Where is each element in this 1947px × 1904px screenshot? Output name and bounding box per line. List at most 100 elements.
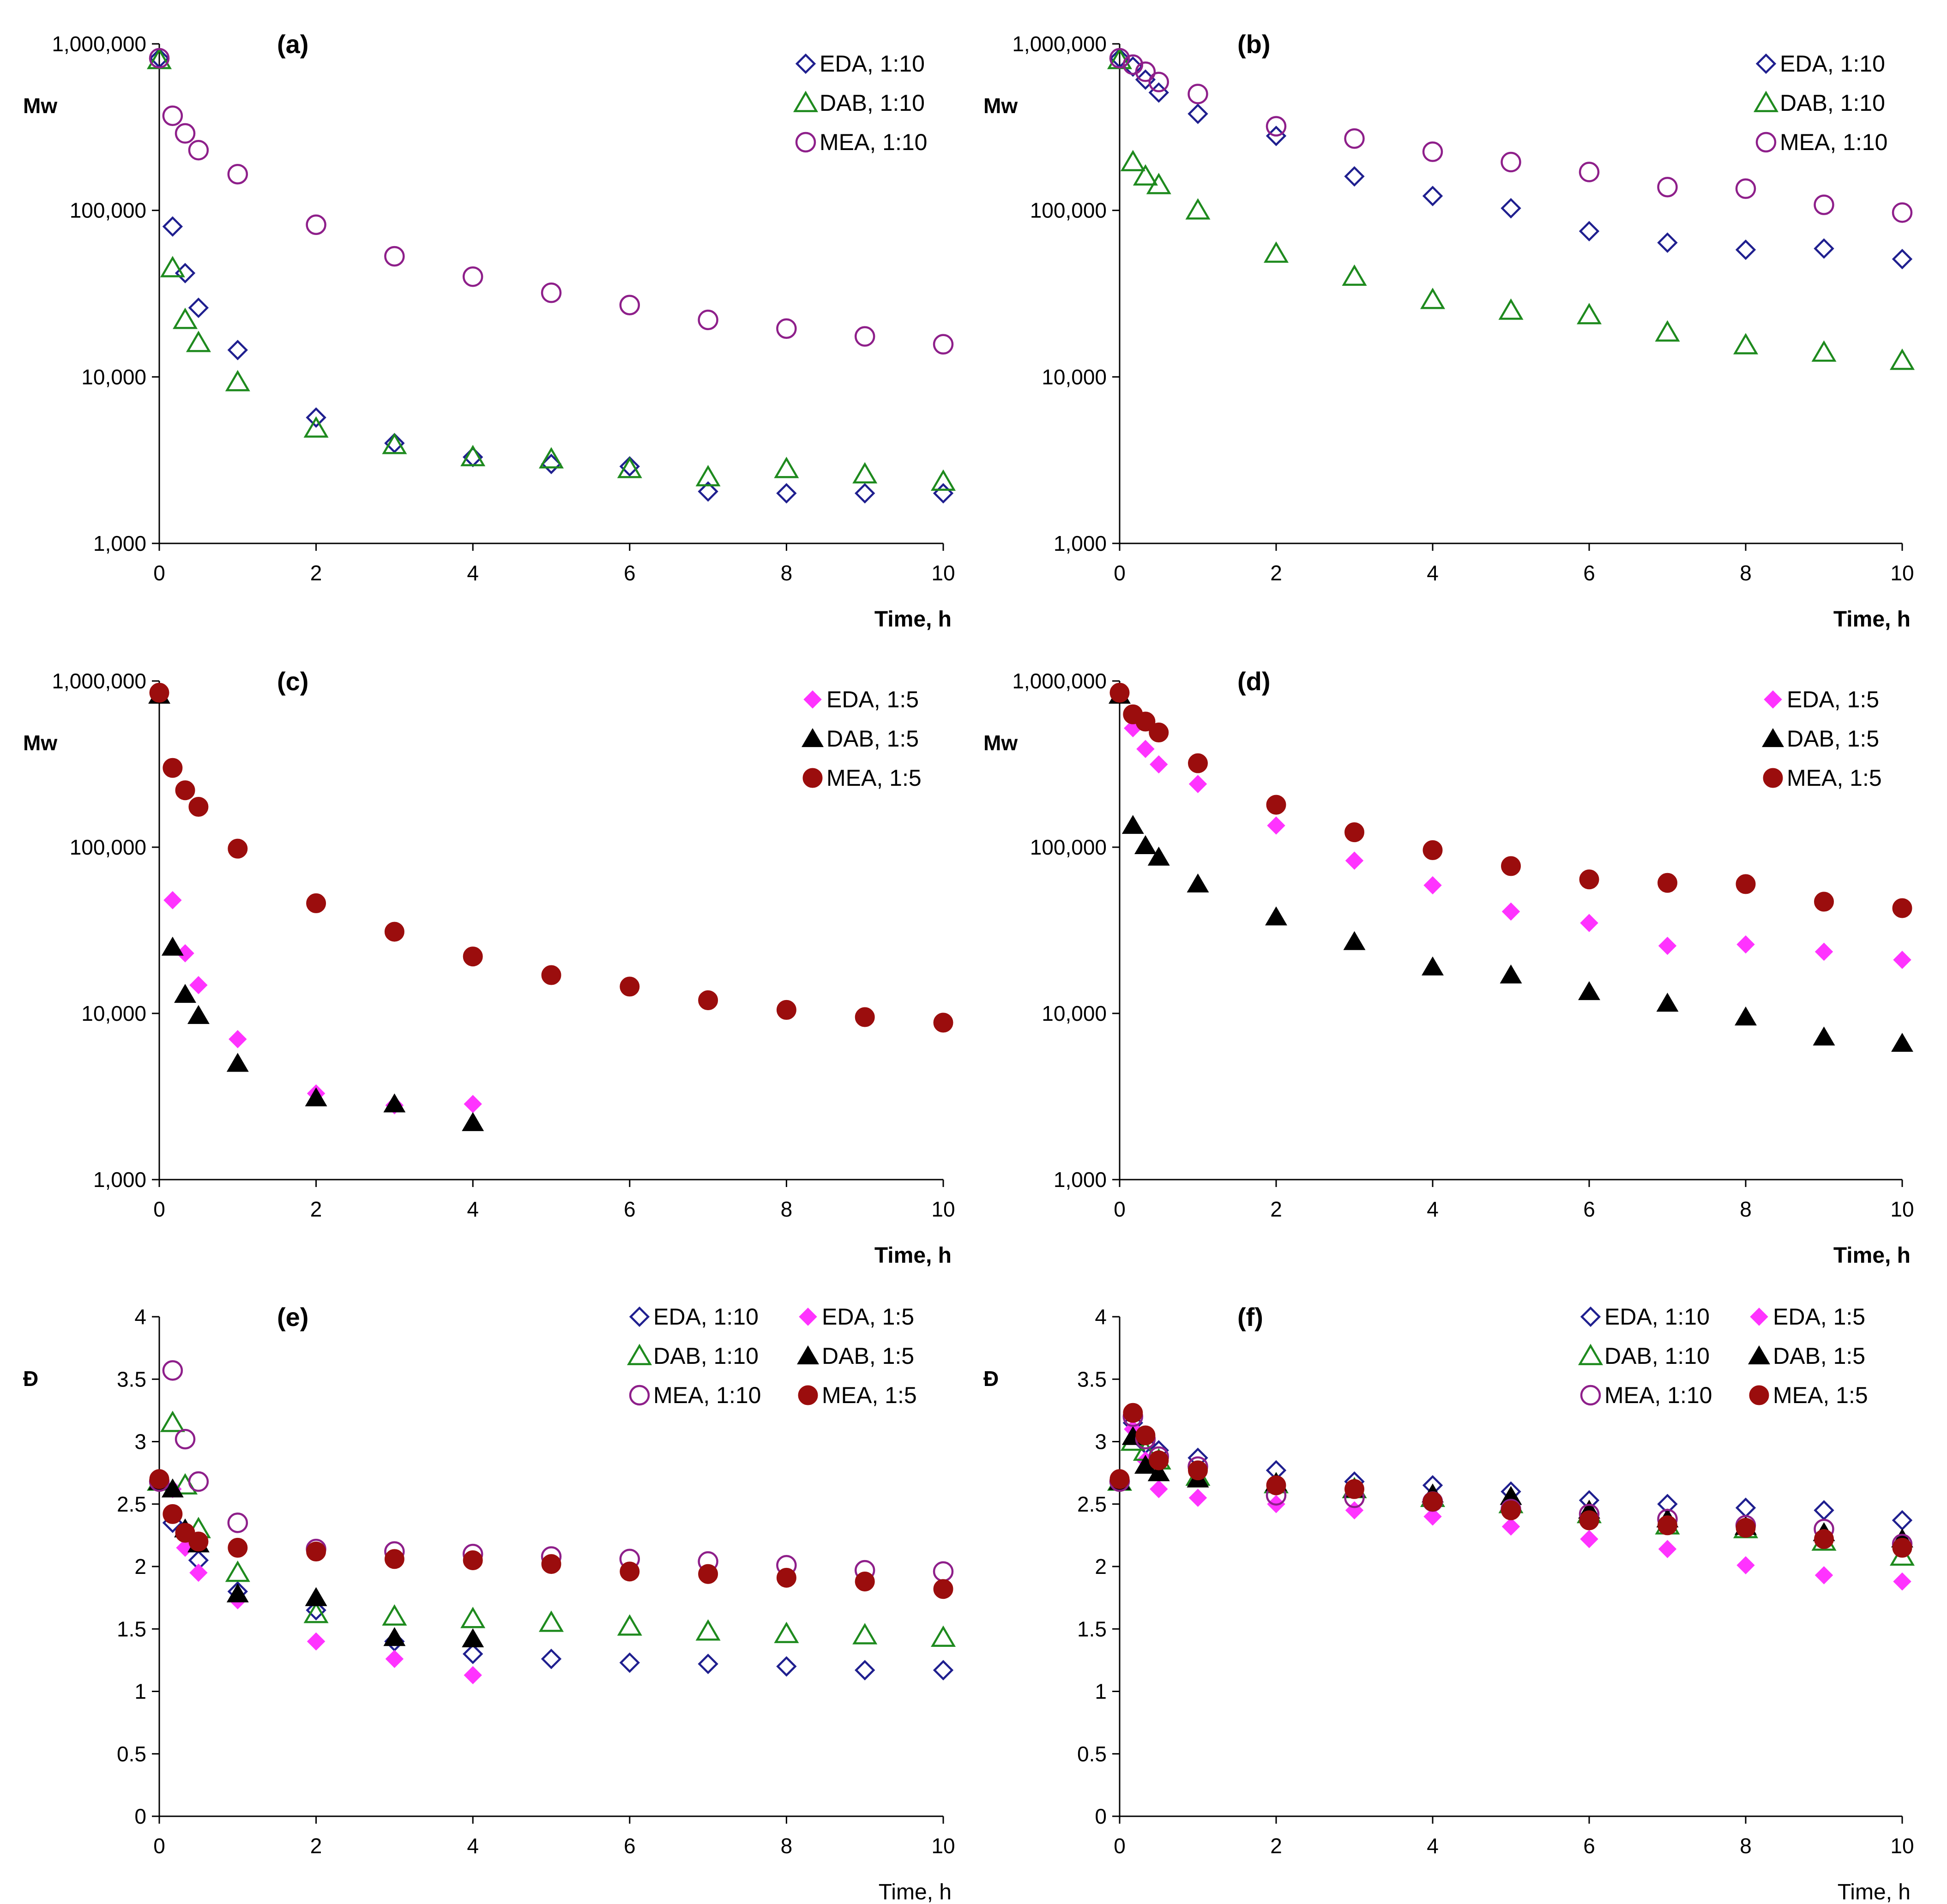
x-axis-label: Time, h <box>1833 607 1911 632</box>
data-point <box>852 462 878 484</box>
data-point <box>1147 1462 1170 1482</box>
data-point <box>1578 981 1600 1000</box>
data-point <box>188 1531 209 1552</box>
data-point <box>188 797 209 817</box>
x-tick-label: 10 <box>1890 1834 1914 1858</box>
y-tick-label: 1.5 <box>1077 1617 1107 1641</box>
data-point <box>161 1478 184 1498</box>
legend: EDA, 1:10 EDA, 1:5 DAB, 1:10 DAB, 1:5 MEA, 1… <box>627 1304 917 1408</box>
legend: EDA, 1:10 EDA, 1:5 DAB, 1:10 DAB, 1:5 MEA, 1… <box>1578 1304 1868 1408</box>
data-point <box>463 1644 483 1664</box>
data-point <box>776 483 797 504</box>
x-tick-label: 10 <box>1890 561 1914 585</box>
data-point <box>227 339 248 361</box>
x-tick-label: 10 <box>1890 1197 1914 1221</box>
data-point <box>855 1571 875 1591</box>
x-tick-label: 6 <box>624 1834 636 1858</box>
data-point <box>1148 72 1169 92</box>
data-point <box>382 433 407 454</box>
data-point <box>1135 61 1156 82</box>
legend-marker <box>793 90 819 112</box>
y-axis-label: Mw <box>983 731 1018 755</box>
data-point <box>1733 333 1759 355</box>
data-point <box>1579 162 1600 182</box>
data-point <box>303 1602 329 1623</box>
y-tick-label: 100,000 <box>1030 835 1107 859</box>
data-point <box>620 1561 640 1582</box>
data-point <box>619 1652 640 1673</box>
data-point <box>698 309 718 331</box>
x-tick-label: 2 <box>310 1834 322 1858</box>
data-point <box>930 469 956 491</box>
series-mea-1-10 <box>1109 48 1913 223</box>
data-point <box>1580 1530 1598 1549</box>
y-tick-label: 1 <box>134 1680 146 1704</box>
legend-marker <box>798 1385 818 1405</box>
x-tick-label: 0 <box>153 561 165 585</box>
data-point <box>855 1007 875 1027</box>
data-point <box>161 936 184 956</box>
data-point <box>225 370 250 392</box>
legend-marker <box>799 1307 817 1326</box>
x-tick-label: 2 <box>310 561 322 585</box>
x-tick-label: 6 <box>624 1197 636 1221</box>
data-point <box>306 214 326 235</box>
x-tick-label: 6 <box>1583 561 1595 585</box>
x-tick-label: 4 <box>467 1834 479 1858</box>
data-point <box>1135 711 1156 732</box>
data-point <box>1658 936 1677 955</box>
x-axis-label: Time, h <box>874 607 952 632</box>
data-point <box>1658 1540 1677 1558</box>
data-point <box>852 1623 878 1645</box>
data-point <box>1123 1403 1143 1423</box>
data-point <box>1422 186 1443 206</box>
legend-marker <box>802 768 823 788</box>
data-point <box>1185 198 1211 220</box>
x-tick-label: 10 <box>931 561 955 585</box>
legend-marker <box>1749 1385 1769 1405</box>
data-point <box>384 922 404 942</box>
data-point <box>541 965 561 985</box>
x-tick-label: 8 <box>781 1834 793 1858</box>
data-point <box>460 1607 486 1628</box>
data-point <box>462 1628 484 1647</box>
legend-marker <box>1762 728 1784 747</box>
data-point <box>307 1632 326 1651</box>
data-point <box>1736 874 1756 894</box>
data-point <box>1892 1510 1913 1531</box>
data-point <box>1501 1500 1521 1520</box>
legend-marker <box>627 1344 652 1365</box>
legend-label: EDA, 1:10 <box>1780 51 1885 77</box>
data-point <box>1656 993 1679 1012</box>
data-point <box>698 481 718 502</box>
y-tick-label: 3.5 <box>1077 1367 1107 1391</box>
legend-label: DAB, 1:10 <box>653 1343 759 1369</box>
data-point <box>1657 176 1678 198</box>
y-tick-label: 0 <box>134 1804 146 1828</box>
data-point <box>854 326 875 347</box>
data-point <box>1423 1491 1443 1512</box>
data-point <box>1136 740 1155 758</box>
data-point <box>1120 150 1145 171</box>
legend-marker <box>802 728 824 747</box>
data-point <box>160 256 185 277</box>
y-axis-label: Mw <box>23 731 57 755</box>
data-point <box>174 983 197 1003</box>
panel-f: 0 2 4 6 8 10 0 0.5 1 1.5 2 2.5 3 3.5 4 Đ Time, h (f) EDA, … <box>983 1302 1915 1904</box>
x-axis-label: Time, h <box>1833 1243 1911 1268</box>
legend-label: MEA, 1:10 <box>1780 129 1887 155</box>
panel-label: (d) <box>1237 667 1271 696</box>
legend-label: EDA, 1:5 <box>822 1304 914 1330</box>
x-tick-label: 0 <box>1114 561 1126 585</box>
data-point <box>1893 951 1911 969</box>
y-axis-label: Đ <box>23 1367 38 1391</box>
legend-marker <box>795 132 816 153</box>
data-point <box>620 976 640 997</box>
data-point <box>1134 835 1157 855</box>
legend-label: MEA, 1:10 <box>1604 1382 1712 1408</box>
data-point <box>1149 723 1169 743</box>
data-point <box>175 123 196 144</box>
panel-label: (e) <box>277 1302 308 1332</box>
data-point <box>384 433 405 454</box>
